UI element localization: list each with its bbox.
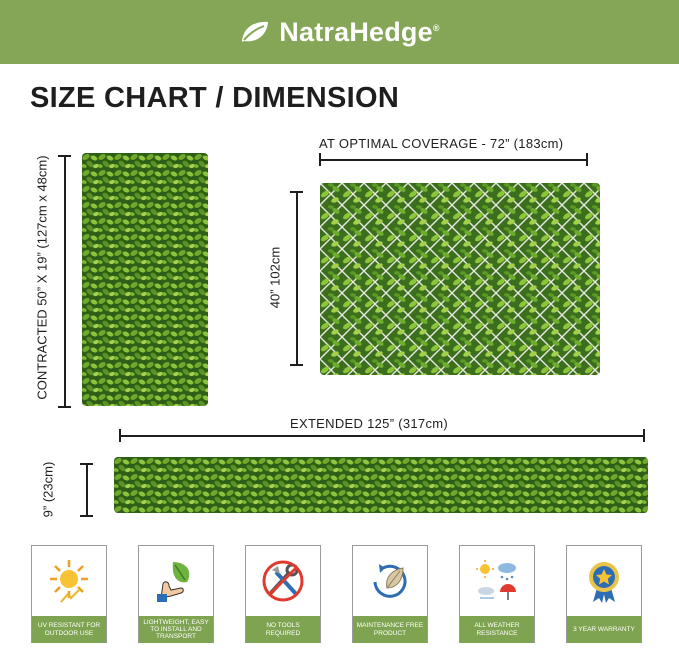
- extended-dimension-line: [119, 435, 644, 437]
- optimal-coverage-label: AT OPTIMAL COVERAGE - 72” (183cm): [319, 136, 564, 151]
- height-dimension-line: [296, 191, 298, 365]
- height-label: 40” 102cm: [267, 246, 283, 309]
- feature-maintenance-free: MAINTENANCE FREE PRODUCT: [352, 545, 428, 643]
- weather-icon: [476, 560, 516, 600]
- leaf-logo-icon: [242, 21, 269, 42]
- extended-label: EXTENDED 125” (317cm): [290, 416, 449, 431]
- optimal-hedge-image: [320, 183, 600, 375]
- feature-label: UV RESISTANT FOR OUTDOOR USE: [32, 616, 106, 643]
- optimal-tick-right: [586, 153, 588, 166]
- no-tools-icon: [262, 560, 304, 602]
- extended-height-tick-bottom: [80, 515, 93, 517]
- feature-label: LIGHTWEIGHT, EASY TO INSTALL AND TRANSPO…: [139, 616, 213, 643]
- sun-icon: [50, 560, 88, 603]
- brand-header: NatraHedge®: [0, 0, 679, 64]
- feature-lightweight: LIGHTWEIGHT, EASY TO INSTALL AND TRANSPO…: [138, 545, 214, 643]
- feature-label: 3 YEAR WARRANTY: [567, 616, 641, 643]
- contracted-tick-top: [58, 155, 71, 157]
- feature-uv-resistant: UV RESISTANT FOR OUTDOOR USE: [31, 545, 107, 643]
- height-tick-bottom: [290, 364, 303, 366]
- contracted-hedge-image: [82, 153, 208, 406]
- feature-warranty: 3 YEAR WARRANTY: [566, 545, 642, 643]
- height-tick-top: [290, 191, 303, 193]
- contracted-dimension-line: [64, 155, 66, 407]
- hand-leaf-icon: [157, 562, 190, 602]
- contracted-tick-bottom: [58, 406, 71, 408]
- feature-all-weather: ALL WEATHER RESISTANCE: [459, 545, 535, 643]
- extended-tick-right: [643, 429, 645, 442]
- feature-no-tools: NO TOOLS REQUIRED: [245, 545, 321, 643]
- extended-height-line: [86, 463, 88, 516]
- contracted-label: CONTRACTED 50” X 19” (127cm x 48cm): [34, 155, 50, 400]
- extended-height-label: 9” (23cm): [40, 461, 56, 518]
- optimal-dimension-line: [319, 159, 587, 161]
- extended-tick-left: [119, 429, 121, 442]
- optimal-tick-left: [319, 153, 321, 166]
- brand-name: NatraHedge®: [279, 16, 440, 47]
- feature-label: NO TOOLS REQUIRED: [246, 616, 320, 643]
- leaf-cycle-icon: [373, 564, 407, 598]
- badge-icon: [589, 562, 619, 603]
- feature-label: MAINTENANCE FREE PRODUCT: [353, 616, 427, 643]
- feature-label: ALL WEATHER RESISTANCE: [460, 616, 534, 643]
- extended-hedge-image: [114, 457, 648, 513]
- page-title: SIZE CHART / DIMENSION: [30, 82, 400, 114]
- extended-height-tick-top: [80, 463, 93, 465]
